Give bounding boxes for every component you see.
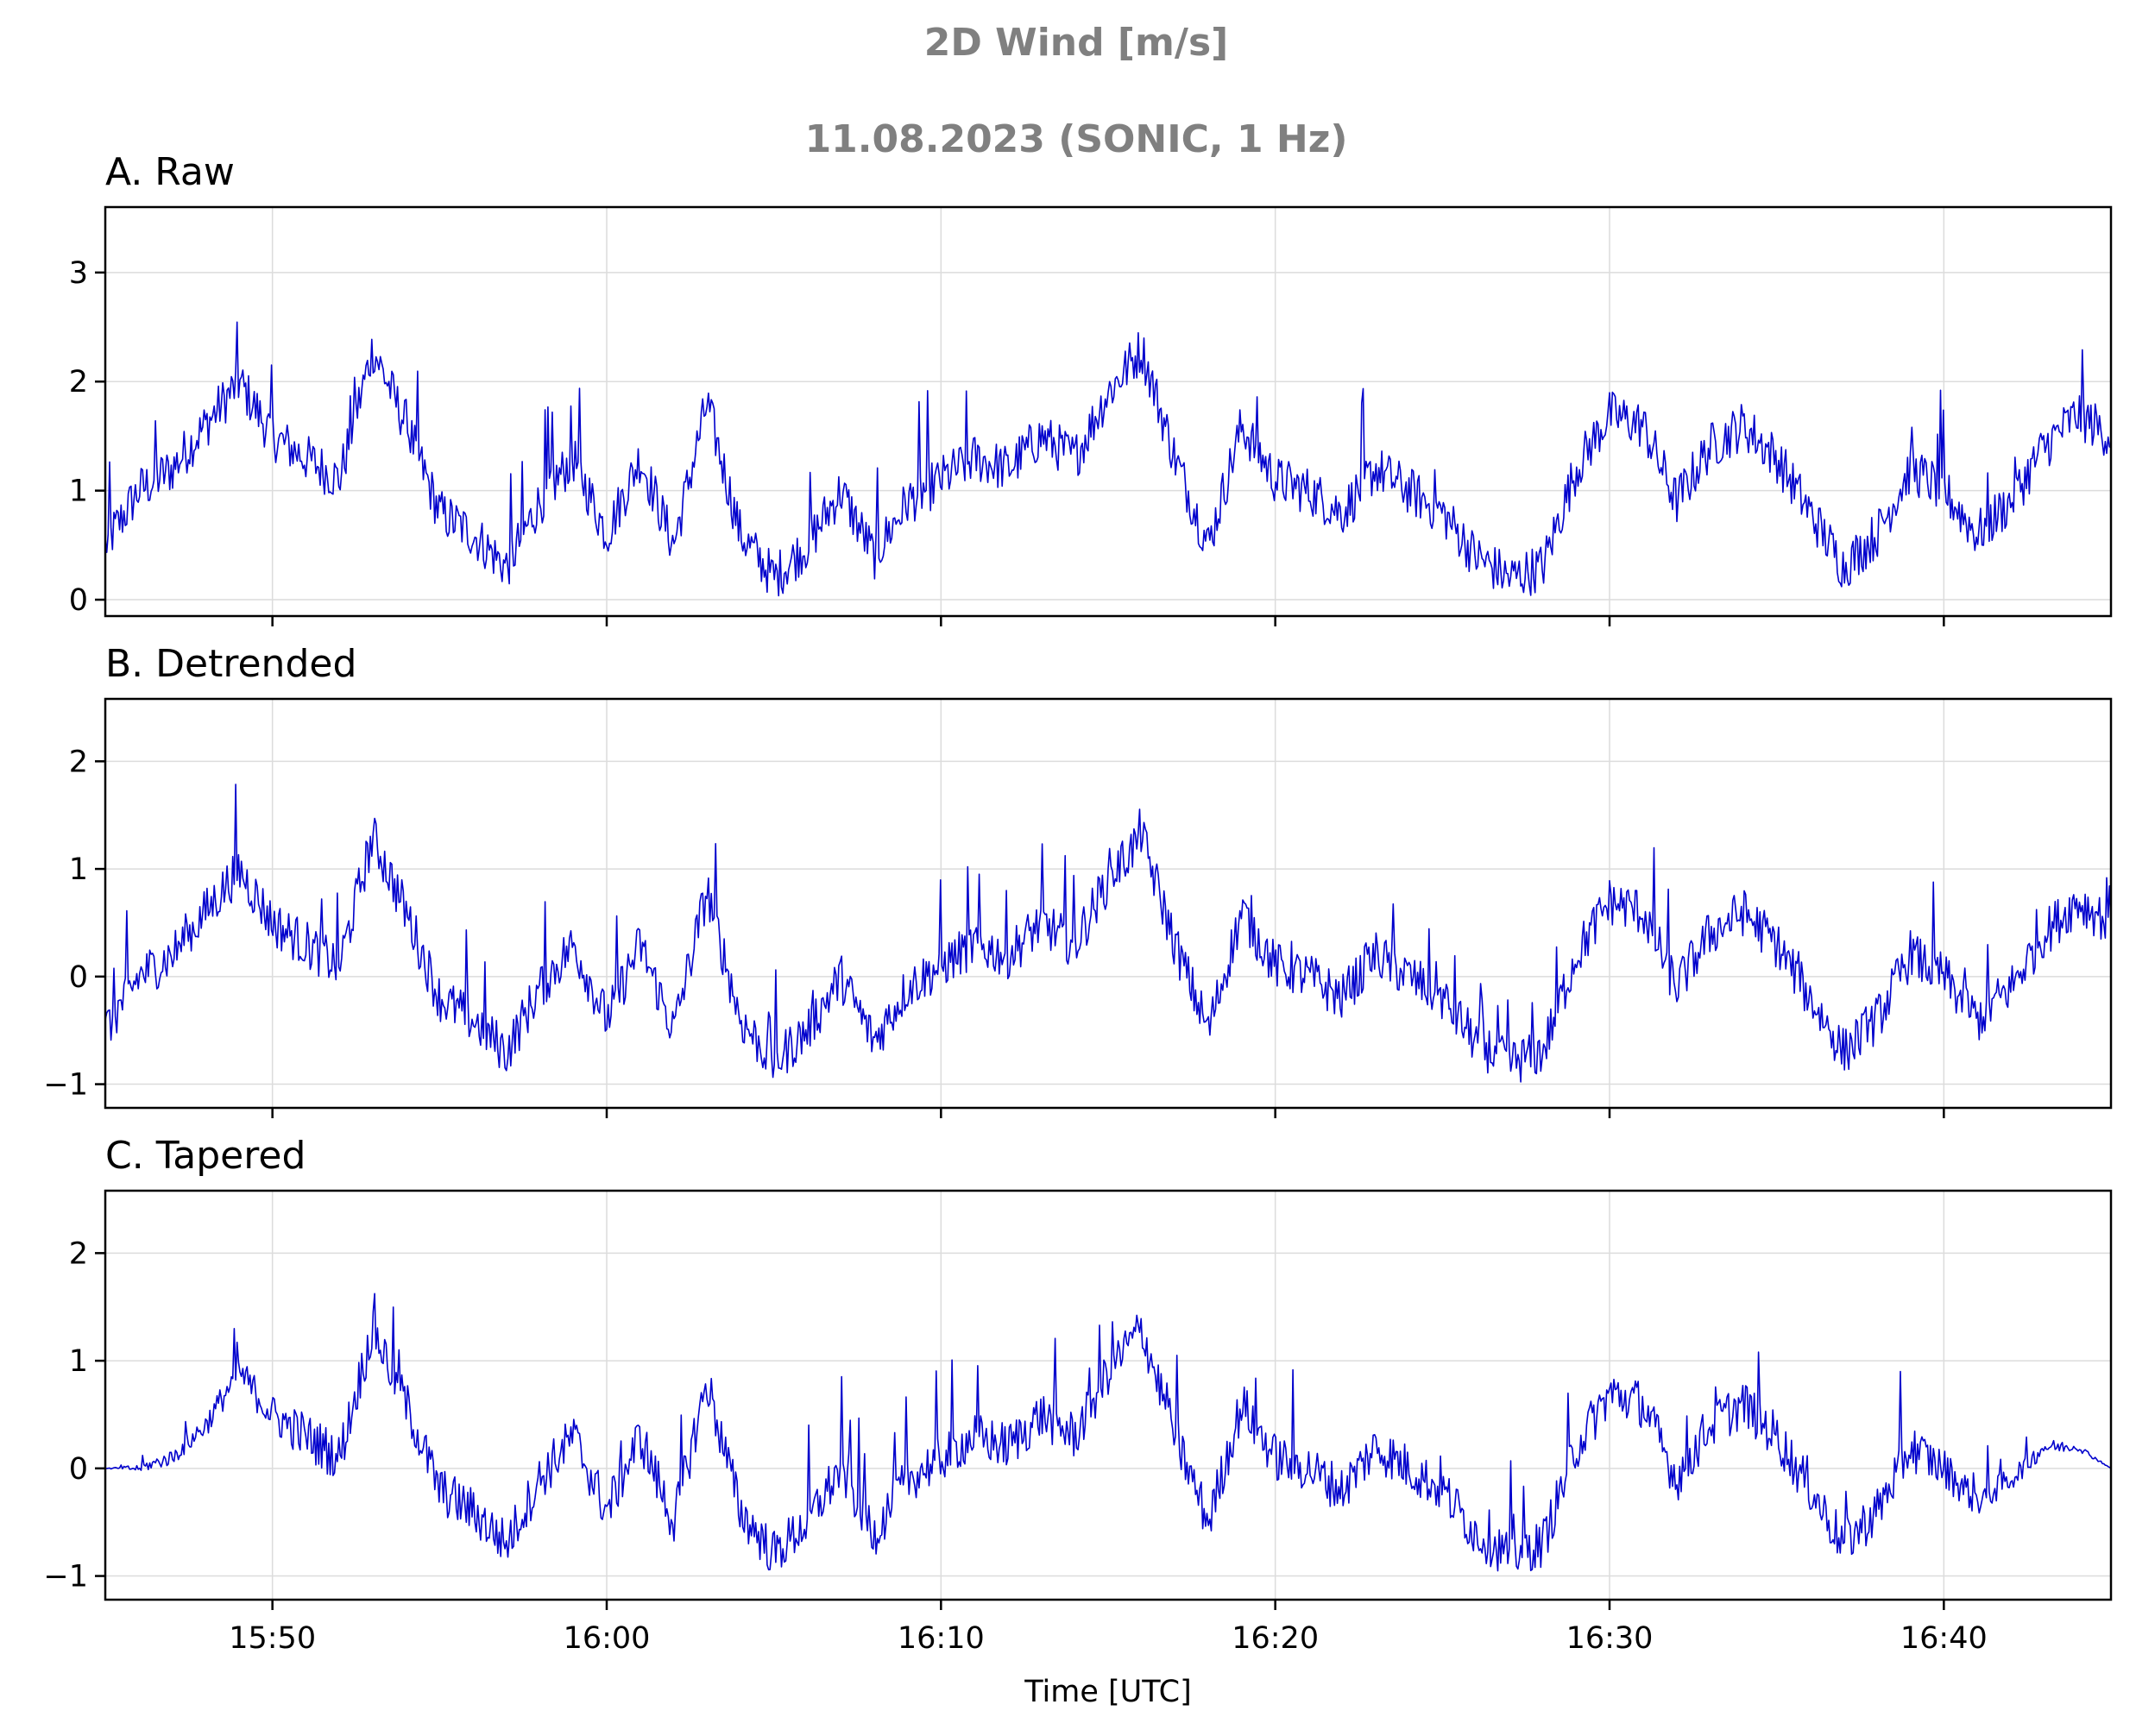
grid-tapered	[105, 1191, 2111, 1600]
y-tick-label: 0	[69, 960, 88, 995]
axes-frame-tapered	[104, 1189, 2113, 1601]
panel-title-raw: A. Raw	[105, 150, 235, 194]
panel-title-detrended: B. Detrended	[105, 642, 356, 686]
xticks-detrended	[271, 1108, 1945, 1118]
y-tick-label: 1	[69, 1344, 88, 1379]
y-tick-label: 3	[69, 256, 88, 291]
grid-raw	[105, 207, 2111, 616]
figure-title-line2: 11.08.2023 (SONIC, 1 Hz)	[805, 117, 1348, 161]
y-tick-label: 2	[69, 1236, 88, 1271]
panel-tapered: C. Tapered −1 0 1 2 15:50 16:00 16:10 16:20 16:…	[43, 1134, 2113, 1709]
xticks-raw	[271, 616, 1945, 626]
series-line-detrended	[104, 783, 2112, 1083]
x-tick-label: 16:40	[1900, 1621, 1988, 1656]
yticks-raw: 0 1 2 3	[69, 256, 105, 618]
panel-raw: A. Raw 0 1 2 3	[69, 150, 2113, 626]
axes-frame-detrended	[104, 697, 2113, 1110]
yticks-tapered: −1 0 1 2	[43, 1236, 105, 1594]
y-tick-label: 1	[69, 475, 88, 509]
x-tick-label: 16:10	[898, 1621, 985, 1656]
figure-title-line1: 2D Wind [m/s]	[924, 21, 1229, 65]
series-layer-detrended	[104, 783, 2112, 1083]
series-line-tapered	[104, 1293, 2112, 1572]
y-tick-label: 2	[69, 745, 88, 779]
x-tick-label: 16:00	[564, 1621, 651, 1656]
x-tick-label: 16:30	[1566, 1621, 1654, 1656]
y-tick-label: −1	[43, 1560, 88, 1594]
yticks-detrended: −1 0 1 2	[43, 745, 105, 1103]
panel-detrended: B. Detrended −1 0 1 2	[43, 642, 2113, 1118]
y-tick-label: 0	[69, 583, 88, 618]
xticks-tapered: 15:50 16:00 16:10 16:20 16:30 16:40	[229, 1600, 1988, 1656]
series-line-raw	[104, 321, 2112, 597]
x-axis-label: Time [UTC]	[1024, 1675, 1191, 1709]
series-layer-tapered	[104, 1293, 2112, 1572]
y-tick-label: 0	[69, 1452, 88, 1487]
y-tick-label: 1	[69, 852, 88, 887]
series-layer-raw	[104, 321, 2112, 597]
x-tick-label: 15:50	[229, 1621, 316, 1656]
panel-title-tapered: C. Tapered	[105, 1134, 306, 1178]
axes-frame-raw	[104, 205, 2113, 618]
grid-detrended	[105, 699, 2111, 1108]
y-tick-label: −1	[43, 1068, 88, 1103]
x-tick-label: 16:20	[1232, 1621, 1319, 1656]
y-tick-label: 2	[69, 365, 88, 399]
